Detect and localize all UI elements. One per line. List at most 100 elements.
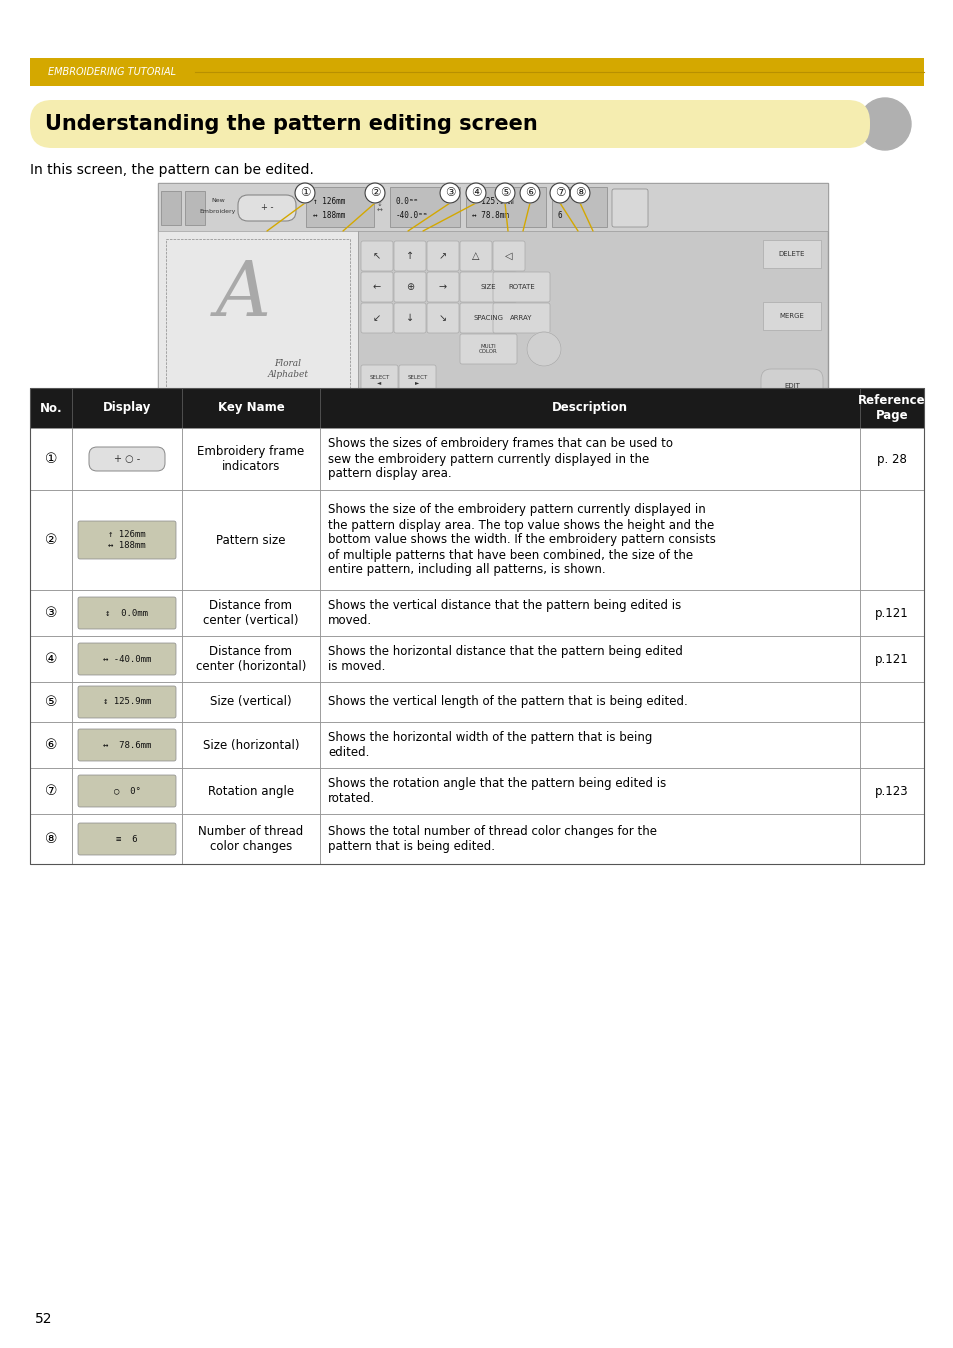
FancyBboxPatch shape [78,686,175,718]
Bar [30,429,71,491]
Text: 52: 52 [35,1312,52,1326]
Bar [859,814,923,864]
Text: ↕  0.0mm: ↕ 0.0mm [106,608,149,617]
FancyBboxPatch shape [161,191,181,225]
FancyBboxPatch shape [394,303,426,333]
Text: Floral
Alphabet: Floral Alphabet [267,360,308,379]
Bar [71,491,182,590]
Text: New: New [211,198,225,204]
Bar [71,682,182,723]
Text: →: → [438,282,447,293]
Bar [30,491,71,590]
Text: ↓: ↓ [406,313,414,324]
Bar [859,636,923,682]
Bar [859,723,923,768]
Bar [158,231,357,415]
Bar [71,590,182,636]
Circle shape [569,183,589,204]
FancyBboxPatch shape [493,303,550,333]
Text: ①: ① [45,452,57,466]
Text: Embroidery: Embroidery [199,209,236,214]
Text: ARRAY: ARRAY [510,315,532,321]
Bar [71,723,182,768]
FancyBboxPatch shape [78,775,175,807]
FancyBboxPatch shape [360,303,393,333]
Text: Pattern size: Pattern size [216,534,286,546]
Text: p.123: p.123 [874,785,908,798]
Text: SELECT
◄: SELECT ◄ [369,375,389,386]
FancyBboxPatch shape [78,643,175,675]
Bar [859,590,923,636]
Text: Embroidery frame
indicators: Embroidery frame indicators [197,445,304,473]
Bar [158,183,827,231]
Bar [30,723,71,768]
Text: ④: ④ [470,186,480,200]
Text: SIZE: SIZE [480,284,496,290]
Text: ↔ 78.8mm: ↔ 78.8mm [472,212,509,220]
Text: ④: ④ [45,652,57,666]
FancyBboxPatch shape [493,272,550,302]
Text: p. 28: p. 28 [876,453,906,465]
Text: Shows the vertical distance that the pattern being edited is
moved.: Shows the vertical distance that the pat… [328,599,680,627]
Bar [390,187,459,226]
Text: p.121: p.121 [874,652,908,666]
Bar [166,239,350,407]
Bar [30,636,71,682]
Bar [182,814,319,864]
FancyBboxPatch shape [394,241,426,271]
Text: ↙: ↙ [373,313,380,324]
Text: Size (vertical): Size (vertical) [210,696,292,709]
FancyBboxPatch shape [762,302,821,330]
Text: ⑥: ⑥ [45,737,57,752]
Text: Key Name: Key Name [217,402,284,414]
Text: MULTI
COLOR: MULTI COLOR [478,344,497,355]
Text: ◁: ◁ [505,251,512,262]
FancyBboxPatch shape [459,303,517,333]
Text: ↔ -40.0mm: ↔ -40.0mm [103,655,151,663]
Bar [71,388,182,429]
FancyBboxPatch shape [427,241,458,271]
Text: ⑤: ⑤ [45,696,57,709]
Circle shape [519,183,539,204]
Bar [30,388,923,864]
Bar [859,768,923,814]
Bar [319,723,859,768]
Text: ROTATE: ROTATE [508,284,535,290]
Text: ⑦: ⑦ [554,186,565,200]
Text: ⑧: ⑧ [45,832,57,847]
FancyBboxPatch shape [459,334,517,364]
Bar [319,768,859,814]
Bar [71,636,182,682]
Bar [319,814,859,864]
Text: Distance from
center (horizontal): Distance from center (horizontal) [195,644,306,673]
Text: ↔ 188mm: ↔ 188mm [313,212,345,220]
Bar [182,491,319,590]
Text: ≡  6: ≡ 6 [116,834,137,844]
Text: + ○ -: + ○ - [113,454,140,464]
Circle shape [550,183,569,204]
Text: 6: 6 [558,212,562,220]
Text: Distance from
center (vertical): Distance from center (vertical) [203,599,298,627]
Text: Understanding the pattern editing screen: Understanding the pattern editing screen [45,115,537,133]
FancyBboxPatch shape [459,241,492,271]
Text: ⑧: ⑧ [574,186,584,200]
FancyBboxPatch shape [78,520,175,559]
Text: ↔  78.6mm: ↔ 78.6mm [103,740,151,749]
FancyBboxPatch shape [398,365,436,395]
Bar [859,682,923,723]
Bar [182,636,319,682]
Bar [319,491,859,590]
Text: ↗: ↗ [438,251,447,262]
FancyBboxPatch shape [30,100,869,148]
Text: Number of thread
color changes: Number of thread color changes [198,825,303,853]
Text: ③: ③ [45,607,57,620]
Circle shape [365,183,385,204]
Text: Rotation angle: Rotation angle [208,785,294,798]
FancyBboxPatch shape [237,195,295,221]
Text: ②: ② [370,186,380,200]
Text: DELETE: DELETE [778,251,804,257]
Text: ⊕: ⊕ [406,282,414,293]
Bar [30,58,923,86]
FancyBboxPatch shape [185,191,205,225]
Bar [306,187,374,226]
